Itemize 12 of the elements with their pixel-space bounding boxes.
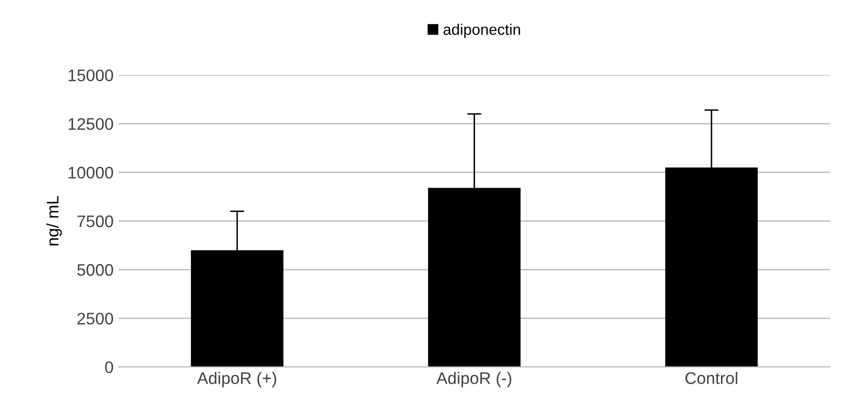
y-tick-label: 15000 — [68, 69, 114, 82]
y-tick-label: 10000 — [68, 166, 114, 179]
x-tick-label: AdipoR (-) — [436, 372, 512, 388]
y-axis-title: ng/ mL — [46, 196, 62, 246]
y-tick-label: 5000 — [77, 264, 114, 276]
y-tick-label: 0 — [105, 361, 114, 374]
legend-label: adiponectin — [444, 24, 520, 38]
x-tick-label: AdipoR (+) — [197, 372, 276, 388]
y-tick-label: 7500 — [78, 215, 114, 228]
y-tick-label: 2500 — [77, 312, 114, 325]
x-tick-label: Control — [685, 372, 738, 384]
y-tick-label: 12500 — [68, 118, 114, 130]
